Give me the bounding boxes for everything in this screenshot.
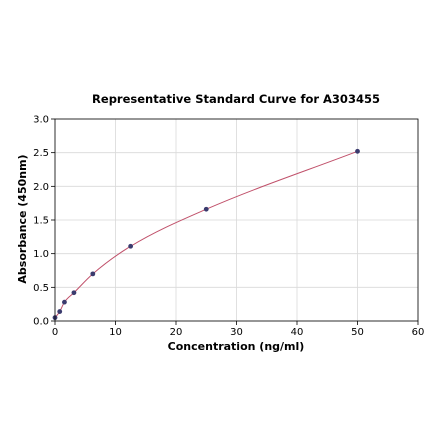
y-tick-label: 2.5: [33, 148, 49, 159]
y-tick-label: 1.5: [33, 216, 49, 227]
y-tick-label: 0.5: [33, 283, 49, 294]
y-axis-label: Absorbance (450nm): [16, 154, 29, 283]
data-points: [52, 148, 360, 321]
data-point: [90, 271, 96, 277]
y-tick-label: 1.0: [33, 249, 49, 260]
data-point: [57, 309, 63, 314]
data-point: [203, 206, 209, 212]
x-tick-label: 10: [109, 327, 122, 338]
data-point: [62, 299, 67, 305]
fit-curve: [54, 150, 358, 318]
y-tick-label: 2.0: [33, 182, 49, 193]
x-axis-label: Concentration (ng/ml): [168, 340, 305, 353]
x-tick-label: 60: [412, 327, 425, 338]
data-point: [355, 148, 360, 154]
x-tick-label: 30: [230, 327, 243, 338]
y-tick-label: 3.0: [33, 115, 49, 126]
data-point: [128, 243, 134, 249]
x-axis-ticks: 0 10 20 30 40 50 60: [52, 321, 425, 338]
x-tick-label: 40: [291, 327, 304, 338]
x-tick-label: 50: [351, 327, 364, 338]
data-point: [71, 290, 77, 296]
x-tick-label: 20: [170, 327, 183, 338]
x-tick-label: 0: [52, 327, 58, 338]
chart-title: Representative Standard Curve for A30345…: [92, 92, 380, 106]
y-axis-ticks: 0.0 0.5 1.0 1.5 2.0 2.5 3.0: [33, 115, 55, 328]
gridlines: [54, 118, 419, 322]
y-tick-label: 0.0: [33, 317, 49, 328]
